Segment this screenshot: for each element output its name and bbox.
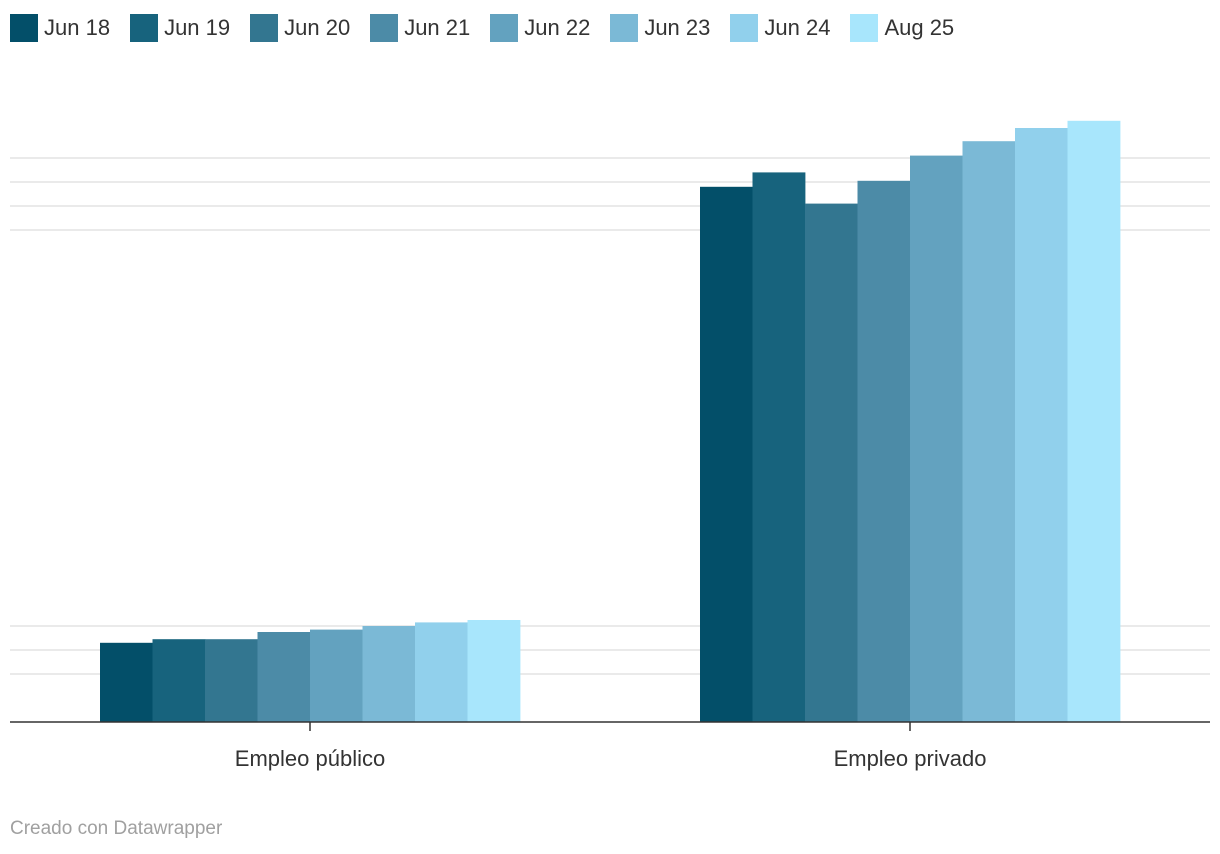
bar (467, 620, 521, 722)
legend-item: Jun 22 (490, 14, 590, 42)
bar (700, 186, 753, 723)
legend-label: Jun 20 (284, 15, 351, 40)
legend-label: Jun 23 (644, 15, 711, 40)
bar (415, 622, 468, 722)
legend-item: Aug 25 (850, 14, 954, 42)
legend-item: Jun 18 (10, 14, 110, 42)
legend-item: Jun 21 (370, 14, 470, 42)
legend-item: Jun 23 (610, 14, 710, 42)
legend-label: Jun 18 (44, 15, 111, 40)
legend-item: Jun 20 (250, 14, 350, 42)
legend-swatch (130, 14, 159, 42)
bar (857, 180, 911, 723)
bar (100, 642, 153, 722)
x-tick-label: Empleo público (235, 746, 385, 771)
bar (152, 639, 206, 722)
datawrapper-credit: Creado con Datawrapper (10, 818, 223, 839)
legend-swatch (730, 14, 759, 42)
bar (962, 141, 1016, 722)
legend-item: Jun 19 (130, 14, 230, 42)
legend-swatch (10, 14, 38, 42)
legend-swatch (490, 14, 519, 42)
legend-swatch (850, 14, 879, 42)
bar (752, 172, 806, 722)
bar (1067, 120, 1121, 723)
legend-label: Jun 24 (764, 15, 831, 40)
bar (205, 639, 258, 722)
legend-item: Jun 24 (730, 14, 830, 42)
bar (310, 629, 363, 722)
legend-label: Jun 21 (404, 15, 471, 40)
bar (362, 626, 416, 722)
legend-label: Jun 22 (524, 15, 591, 40)
x-tick-label: Empleo privado (834, 746, 987, 771)
legend-label: Jun 19 (164, 15, 231, 40)
legend-swatch (370, 14, 399, 42)
bar (805, 203, 858, 723)
chart-legend: Jun 18 Jun 19 Jun 20 Jun 21 Jun 22 Jun 23 Jun … (10, 13, 974, 43)
bar (910, 155, 963, 723)
legend-swatch (610, 14, 639, 42)
legend-label: Aug 25 (884, 15, 955, 40)
legend-swatch (250, 14, 279, 42)
bar (257, 632, 311, 722)
bar (1015, 128, 1068, 722)
